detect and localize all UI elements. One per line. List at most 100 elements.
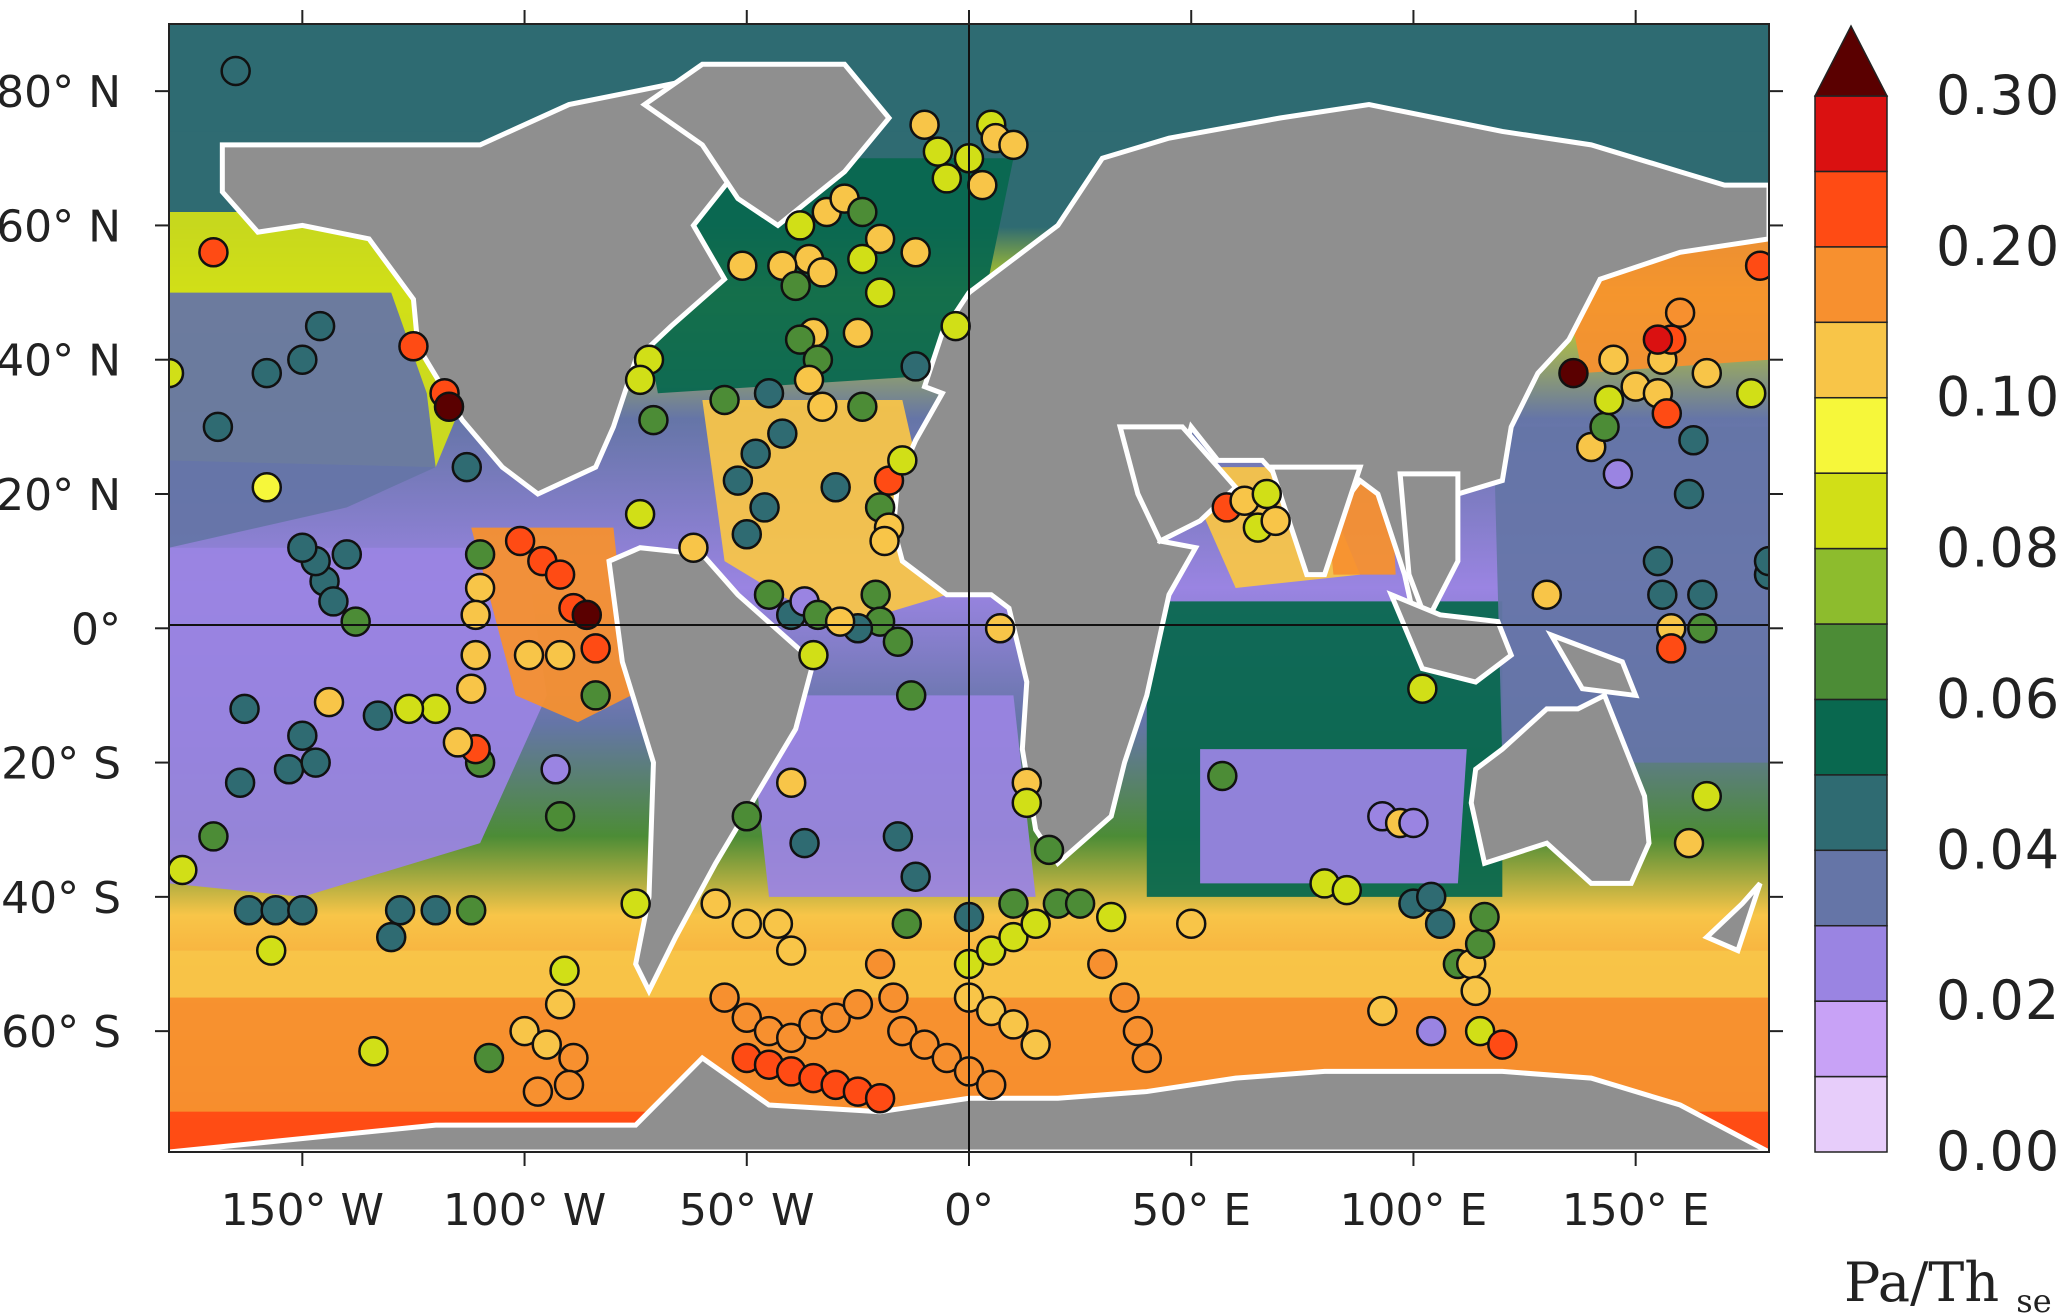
colorbar-segment-1 xyxy=(1814,1075,1888,1153)
sample-marker-127 xyxy=(700,888,731,919)
sample-marker-150 xyxy=(1260,505,1291,537)
sample-marker-116 xyxy=(807,391,838,422)
sample-marker-79 xyxy=(753,579,785,610)
sample-marker-74 xyxy=(740,438,771,469)
sample-marker-34 xyxy=(287,720,318,751)
sample-marker-53 xyxy=(473,1042,505,1074)
track-6-point-3 xyxy=(1122,1015,1154,1047)
sample-marker-71 xyxy=(678,532,709,563)
track-5-point-4 xyxy=(1020,908,1051,939)
sample-marker-54 xyxy=(358,1036,389,1067)
sample-marker-30 xyxy=(229,693,260,725)
sample-marker-108 xyxy=(864,277,896,308)
sample-marker-55 xyxy=(504,525,536,557)
track-4-point-3 xyxy=(998,1009,1029,1040)
colorbar-label-8: 0.30 xyxy=(1936,64,2060,127)
colorbar-segments xyxy=(1813,24,1889,1153)
lon-tick-label-6: 100° E xyxy=(1340,1185,1488,1236)
central-pacific xyxy=(169,547,547,897)
north-pacific-core xyxy=(169,292,436,548)
colorbar-unit-sub: se xyxy=(2016,1282,2051,1313)
sample-marker-145 xyxy=(1175,908,1207,939)
sample-marker-73 xyxy=(753,378,785,409)
track-3-point-2 xyxy=(878,982,909,1013)
sample-marker-59 xyxy=(571,599,603,631)
map-markers xyxy=(169,55,1769,1107)
sample-marker-114 xyxy=(847,391,878,422)
sample-marker-25 xyxy=(393,693,425,725)
lat-tick-label-7: 40° S xyxy=(1,873,121,924)
indochina-land xyxy=(1397,471,1461,628)
sample-marker-41 xyxy=(384,895,416,926)
colorbar-unit: Pa/Th se xyxy=(1844,1251,2052,1313)
sample-marker-184 xyxy=(1678,425,1709,456)
sample-marker-175 xyxy=(1593,384,1625,416)
sample-marker-38 xyxy=(233,895,265,926)
sample-marker-132 xyxy=(775,767,807,798)
sample-marker-39 xyxy=(260,895,291,926)
sample-marker-57 xyxy=(544,559,576,590)
sample-marker-63 xyxy=(580,680,611,711)
sample-marker-36 xyxy=(198,821,229,852)
sample-marker-24 xyxy=(420,693,451,725)
sample-marker-134 xyxy=(882,821,914,852)
track-1-point-4 xyxy=(775,1022,807,1054)
sample-marker-151 xyxy=(1207,760,1238,792)
sample-marker-144 xyxy=(1095,901,1127,933)
new-guinea-land xyxy=(1545,630,1640,699)
south-america-land xyxy=(606,545,817,997)
colorbar-label-6: 0.10 xyxy=(1936,366,2060,429)
sample-marker-143 xyxy=(1064,888,1096,919)
sample-marker-136 xyxy=(891,908,923,939)
map-land xyxy=(169,61,1769,1152)
track-3-point-1 xyxy=(864,948,896,980)
sample-marker-188 xyxy=(1673,478,1705,510)
lon-tick-label-4: 0° xyxy=(944,1185,994,1236)
sample-marker-168 xyxy=(1415,1015,1447,1047)
indian-purple xyxy=(1200,749,1467,884)
sample-marker-66 xyxy=(620,888,651,919)
map-tracks xyxy=(709,908,1163,1114)
lat-tick-label-6: 20° S xyxy=(1,739,121,790)
sample-marker-69 xyxy=(638,404,669,436)
sample-marker-19 xyxy=(464,539,496,570)
sample-marker-96 xyxy=(984,613,1016,644)
colorbar-segment-13 xyxy=(1814,170,1888,248)
sample-marker-139 xyxy=(1011,787,1043,819)
lat-tick-label-2: 60° N xyxy=(0,201,121,252)
sample-marker-37 xyxy=(169,854,198,886)
colorbar-segment-8 xyxy=(1814,547,1888,625)
sample-marker-68 xyxy=(624,364,656,396)
sample-marker-169 xyxy=(1367,995,1398,1027)
sample-marker-191 xyxy=(1687,579,1718,610)
track-1-point-6 xyxy=(820,1002,851,1033)
sample-marker-187 xyxy=(1735,378,1767,409)
greenland-land xyxy=(640,61,893,229)
sample-marker-129 xyxy=(762,908,794,939)
sample-marker-165 xyxy=(1460,975,1491,1007)
sample-marker-119 xyxy=(922,136,954,167)
sample-marker-160 xyxy=(1424,908,1456,939)
sample-marker-16 xyxy=(287,532,318,563)
sample-marker-12 xyxy=(451,451,483,483)
track-5-point-2 xyxy=(975,935,1007,966)
sample-marker-197 xyxy=(1691,780,1723,812)
north-america-land xyxy=(219,75,773,497)
sample-marker-26 xyxy=(362,700,394,731)
track-3-point-3 xyxy=(887,1015,918,1047)
lat-tick-label-8: 60° S xyxy=(1,1007,121,1058)
sample-marker-42 xyxy=(420,895,451,926)
sample-marker-43 xyxy=(455,895,487,926)
sample-marker-189 xyxy=(1642,545,1674,577)
sample-marker-106 xyxy=(807,257,838,288)
sample-marker-76 xyxy=(722,465,754,496)
sample-marker-120 xyxy=(931,163,963,194)
sample-marker-83 xyxy=(820,472,851,503)
sample-marker-198 xyxy=(1673,827,1705,859)
sample-marker-94 xyxy=(798,639,829,671)
maritime-se-asia-land xyxy=(1386,590,1515,685)
sample-marker-75 xyxy=(767,418,798,449)
sample-marker-149 xyxy=(1251,478,1283,510)
sample-marker-61 xyxy=(544,639,576,671)
sample-marker-65 xyxy=(540,754,571,785)
